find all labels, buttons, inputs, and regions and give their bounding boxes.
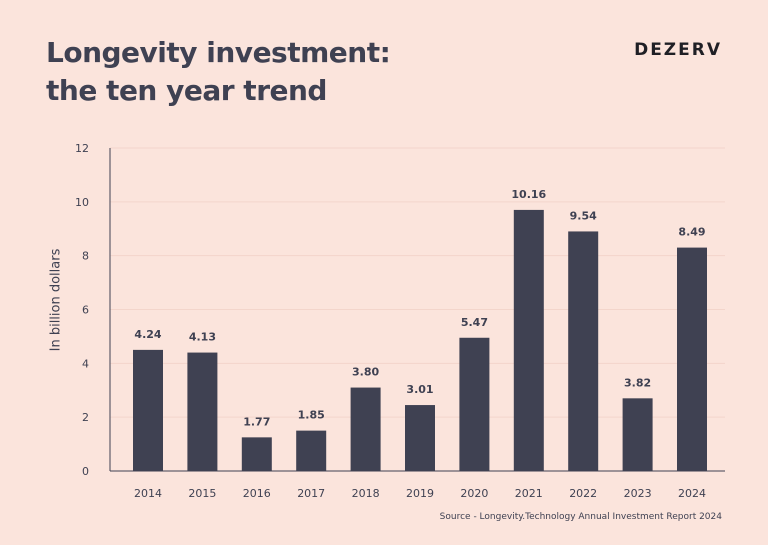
x-tick-label: 2023 — [624, 487, 652, 500]
y-tick-label: 4 — [82, 357, 89, 370]
bar — [133, 349, 163, 471]
data-label: 10.16 — [511, 188, 546, 201]
x-tick-label: 2024 — [678, 487, 706, 500]
bar — [350, 387, 381, 471]
y-tick-label: 10 — [75, 196, 89, 209]
bar — [405, 405, 435, 471]
x-tick-label: 2022 — [569, 487, 597, 500]
chart-title-line-1: Longevity investment: — [46, 36, 391, 69]
bar — [459, 337, 490, 471]
data-label: 4.13 — [189, 331, 216, 344]
bar — [677, 247, 707, 471]
data-label: 3.80 — [352, 366, 379, 379]
data-label: 3.01 — [406, 383, 433, 396]
x-tick-label: 2018 — [352, 487, 380, 500]
source-note: Source - Longevity.Technology Annual Inv… — [439, 512, 722, 522]
bar — [187, 352, 218, 471]
bar — [296, 430, 327, 471]
labels-layer: 4.24 2014 4.13 2015 1.77 2016 1.85 2017 3.80 2018… — [134, 188, 706, 500]
x-tick-label: 2021 — [515, 487, 543, 500]
y-tick-label: 12 — [75, 142, 89, 155]
y-tick-label: 8 — [82, 250, 89, 263]
chart-title: Longevity investment: the ten year trend — [46, 34, 391, 110]
data-label: 1.77 — [243, 415, 270, 428]
brand-logo: DEZERV — [634, 40, 722, 60]
data-label: 9.54 — [570, 209, 597, 222]
x-tick-label: 2020 — [460, 487, 488, 500]
data-label: 8.49 — [678, 226, 705, 239]
data-label: 1.85 — [298, 409, 325, 422]
y-tick-label: 0 — [82, 465, 89, 478]
bar — [241, 437, 272, 471]
x-tick-label: 2015 — [188, 487, 216, 500]
bar — [568, 231, 599, 471]
bars-layer — [133, 209, 707, 472]
y-tick-label: 6 — [82, 304, 89, 317]
data-label: 5.47 — [461, 316, 488, 329]
x-tick-label: 2016 — [243, 487, 271, 500]
x-tick-label: 2014 — [134, 487, 162, 500]
bar — [622, 398, 653, 471]
data-label: 4.24 — [134, 328, 161, 341]
data-label: 3.82 — [624, 376, 651, 389]
bar — [513, 209, 544, 472]
x-tick-label: 2017 — [297, 487, 325, 500]
chart-title-line-2: the ten year trend — [46, 74, 327, 107]
y-tick-label: 2 — [82, 411, 89, 424]
x-tick-label: 2019 — [406, 487, 434, 500]
